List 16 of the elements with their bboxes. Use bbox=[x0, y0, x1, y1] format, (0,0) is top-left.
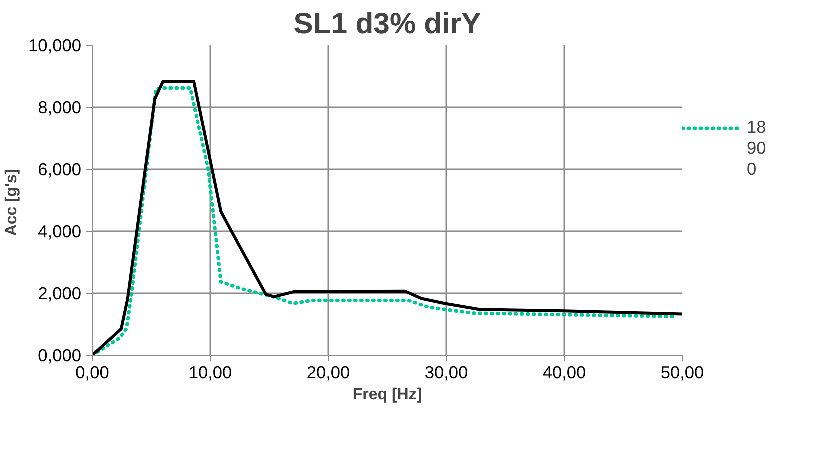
y-tick-label: 2,000 bbox=[38, 284, 82, 304]
y-tick-label: 6,000 bbox=[38, 160, 82, 180]
x-tick-label: 40,00 bbox=[542, 362, 586, 382]
y-axis-title: Acc [g's] bbox=[4, 169, 20, 236]
x-tick-label: 10,00 bbox=[188, 362, 232, 382]
chart-title: SL1 d3% dirY bbox=[294, 8, 482, 40]
x-tick-label: 30,00 bbox=[424, 362, 468, 382]
y-tick-label: 0,000 bbox=[38, 346, 82, 366]
x-tick-label: 50,00 bbox=[660, 362, 704, 382]
x-tick-label: 20,00 bbox=[306, 362, 350, 382]
y-tick-label: 10,000 bbox=[28, 36, 82, 56]
y-tick-label: 8,000 bbox=[38, 98, 82, 118]
x-tick-label: 0,00 bbox=[76, 362, 110, 382]
y-tick-label: 4,000 bbox=[38, 222, 82, 242]
legend-label: 18 90 0 bbox=[747, 117, 768, 180]
x-axis-title: Freq [Hz] bbox=[352, 386, 422, 404]
